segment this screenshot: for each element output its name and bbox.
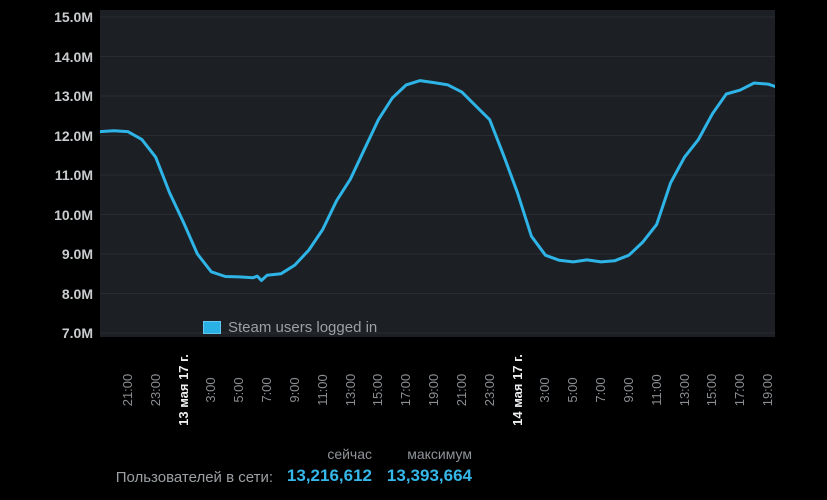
series-line xyxy=(100,79,775,282)
stat-value-now: 13,216,612 xyxy=(286,466,372,485)
legend-label: Steam users logged in xyxy=(228,319,378,336)
x-axis-tick-label: 3:00 xyxy=(203,377,219,403)
y-axis-tick-label: 11.0M xyxy=(54,167,93,183)
x-axis-tick-label: 11:00 xyxy=(314,374,330,406)
x-axis-tick-label: 13:00 xyxy=(342,373,358,407)
x-axis-tick-label: 19:00 xyxy=(426,373,442,407)
y-axis-tick-label: 10.0M xyxy=(54,206,93,223)
x-axis-tick-label: 11:00 xyxy=(648,374,664,406)
stat-value-max: 13,393,664 xyxy=(386,466,472,485)
x-axis-tick-label: 19:00 xyxy=(760,373,776,407)
stat-row-label: Пользователей в сети: xyxy=(115,469,273,486)
x-axis-tick-label: 9:00 xyxy=(620,377,636,403)
x-axis-date-label: 13 мая 17 г. xyxy=(175,354,191,426)
x-axis-tick-label: 5:00 xyxy=(565,377,581,403)
x-axis-tick-label: 23:00 xyxy=(147,373,163,407)
x-axis-tick-label: 7:00 xyxy=(259,377,274,403)
legend-swatch-icon xyxy=(203,321,221,334)
x-axis-tick-label: 15:00 xyxy=(704,373,720,407)
x-axis-tick-label: 5:00 xyxy=(231,377,247,403)
x-axis-tick-label: 9:00 xyxy=(286,377,302,403)
y-axis-tick-label: 14.0M xyxy=(54,48,93,65)
x-axis-tick-label: 13:00 xyxy=(676,373,692,407)
x-axis-date-label: 14 мая 17 г. xyxy=(509,354,525,426)
stat-header-max: максимум xyxy=(407,446,472,462)
x-axis-tick-label: 21:00 xyxy=(119,373,135,407)
y-axis-tick-label: 12.0M xyxy=(54,127,93,144)
x-axis-tick-label: 7:00 xyxy=(593,377,609,403)
legend: Steam users logged in xyxy=(203,319,377,336)
x-axis-tick-label: 21:00 xyxy=(453,373,469,407)
y-axis-tick-label: 15.0M xyxy=(54,9,93,25)
stat-header-now: сейчас xyxy=(327,446,372,462)
y-axis-tick-label: 9.0M xyxy=(61,246,93,262)
y-axis-tick-label: 13.0M xyxy=(54,88,93,104)
x-axis-tick-label: 15:00 xyxy=(370,373,386,407)
x-axis-tick-label: 23:00 xyxy=(481,373,497,407)
series-svg xyxy=(100,16,775,334)
y-axis-tick-label: 8.0M xyxy=(61,285,93,302)
x-axis-tick-label: 17:00 xyxy=(398,373,414,407)
x-axis-tick-label: 3:00 xyxy=(537,377,553,403)
x-axis-tick-label: 17:00 xyxy=(732,373,748,407)
plot-area: Steam users logged in xyxy=(100,10,775,337)
y-axis-tick-label: 7.0M xyxy=(61,325,93,341)
